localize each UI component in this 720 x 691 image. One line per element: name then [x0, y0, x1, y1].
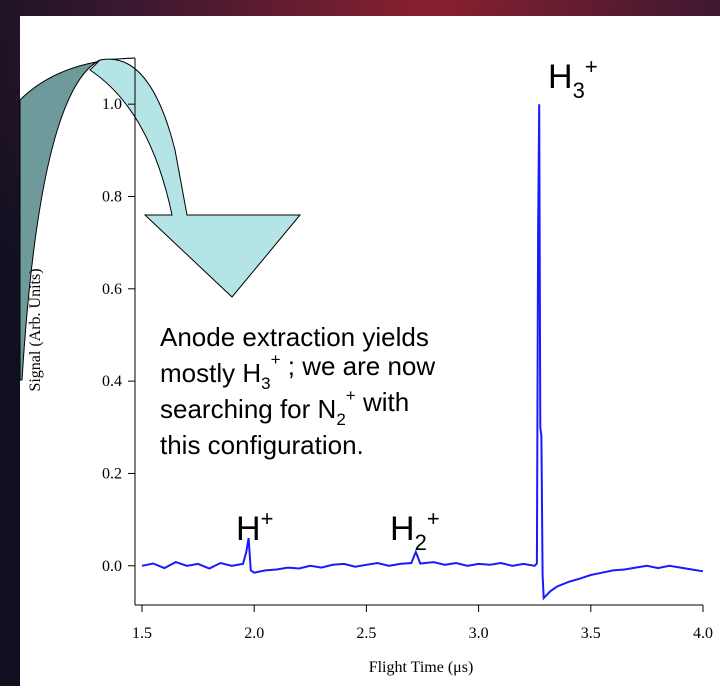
y-tick-label: 0.0 — [102, 558, 122, 575]
annotation-line: Anode extraction yields — [160, 322, 429, 352]
annotation-part: 3 — [261, 374, 270, 393]
x-tick-label: 2.5 — [356, 625, 376, 642]
annotation-part: ; we are now — [281, 351, 436, 381]
annotation-part: 2 — [336, 410, 345, 429]
peak-label-sup: + — [585, 54, 598, 79]
annotation-part: Anode extraction yields — [160, 322, 429, 352]
peak-label-sub: 2 — [415, 530, 427, 555]
y-axis-label: Signal (Arb. Units) — [27, 268, 44, 391]
peak-label: H3+ — [548, 54, 598, 103]
annotation-part: + — [271, 350, 281, 369]
line — [141, 104, 704, 601]
peak-label: H2+ — [390, 506, 440, 555]
peak-label-base: H — [236, 510, 261, 548]
y-tick-label: 0.4 — [102, 373, 122, 390]
annotation-part: this configuration. — [160, 430, 364, 460]
arrow — [89, 58, 302, 298]
peak-label-sup: + — [261, 506, 274, 531]
x-tick-label: 2.0 — [244, 625, 264, 642]
peak-label-base: H — [548, 58, 573, 96]
x-tick-label: 3.0 — [469, 625, 489, 642]
arrow-back — [19, 57, 136, 381]
x-tick-label: 1.5 — [132, 625, 152, 642]
y-tick-label: 0.2 — [102, 465, 122, 482]
peak-label: H+ — [236, 506, 273, 548]
y-tick-label: 1.0 — [102, 96, 122, 113]
annotation-line: this configuration. — [160, 430, 364, 460]
plot-panel — [20, 16, 720, 686]
annotation-part: with — [356, 387, 409, 417]
peak-label-sup: + — [427, 506, 440, 531]
annotation-part: + — [346, 386, 356, 405]
annotation-part: mostly H — [160, 358, 261, 388]
x-axis-label: Flight Time (μs) — [369, 659, 474, 676]
peak-label-sub: 3 — [573, 78, 585, 103]
annotation-line: mostly H3+ ; we are now — [160, 350, 435, 393]
x-tick-label: 4.0 — [693, 625, 713, 642]
annotation-line: searching for N2+ with — [160, 386, 409, 429]
x-tick-label: 3.5 — [581, 625, 601, 642]
y-tick-label: 0.8 — [102, 188, 122, 205]
y-tick-label: 0.6 — [102, 281, 122, 298]
annotation-part: searching for N — [160, 394, 336, 424]
peak-label-base: H — [390, 510, 415, 548]
